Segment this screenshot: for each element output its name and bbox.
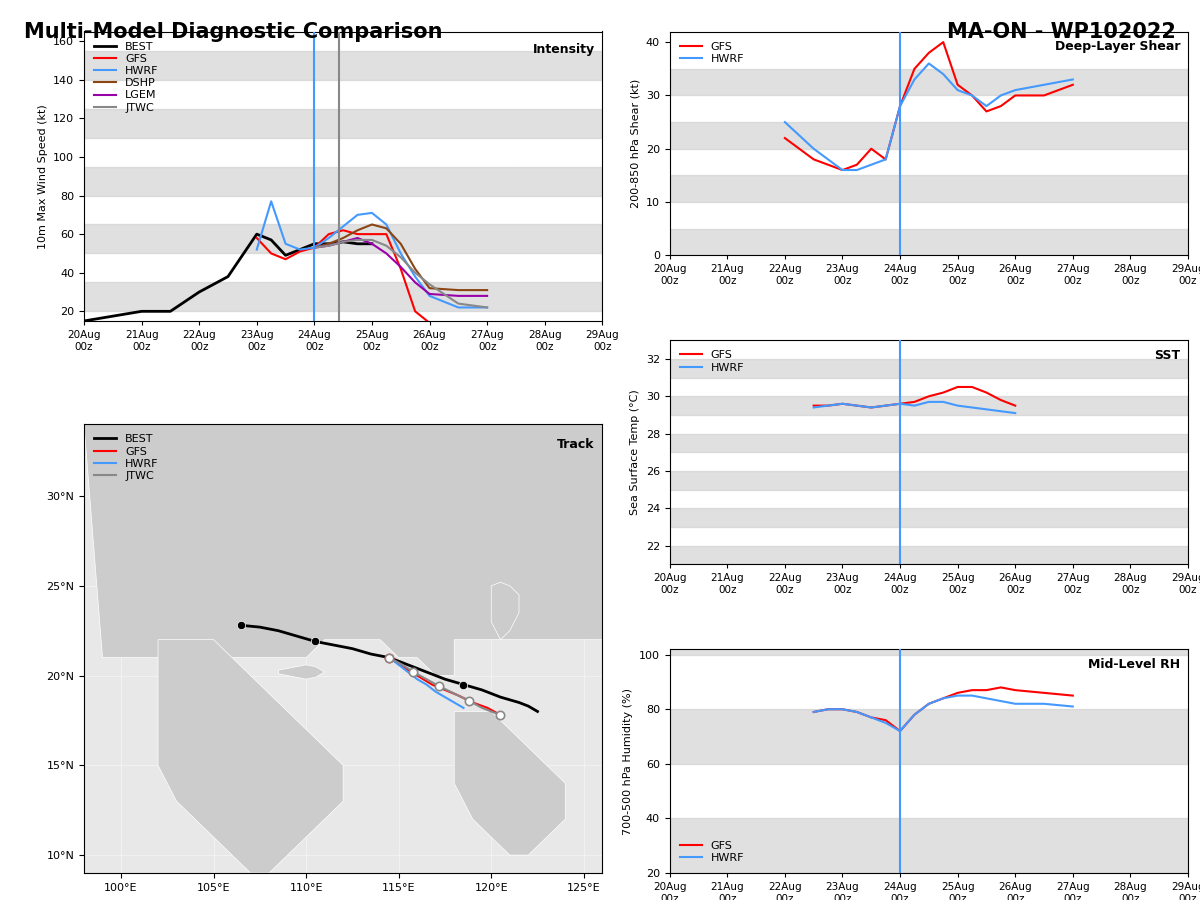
Y-axis label: 10m Max Wind Speed (kt): 10m Max Wind Speed (kt) [37, 104, 48, 248]
Bar [670, 600, 1188, 654]
Bar [670, 471, 1188, 490]
Text: CIRA: CIRA [19, 873, 52, 886]
Legend: GFS, HWRF: GFS, HWRF [676, 346, 749, 377]
Bar [670, 818, 1188, 873]
Bar [84, 166, 602, 195]
Bar [670, 68, 1188, 95]
Polygon shape [491, 582, 520, 640]
Text: Deep-Layer Shear: Deep-Layer Shear [1055, 40, 1181, 53]
Bar [84, 224, 602, 254]
Polygon shape [455, 712, 565, 855]
Text: Track: Track [557, 437, 594, 451]
Legend: GFS, HWRF: GFS, HWRF [676, 37, 749, 68]
Polygon shape [278, 665, 325, 680]
Bar [670, 545, 1188, 564]
Bar [670, 359, 1188, 378]
Bar [670, 122, 1188, 148]
Text: SST: SST [1154, 349, 1181, 363]
Bar [670, 229, 1188, 256]
Bar [84, 50, 602, 80]
Text: MA-ON - WP102022: MA-ON - WP102022 [947, 22, 1176, 42]
Text: Multi-Model Diagnostic Comparison: Multi-Model Diagnostic Comparison [24, 22, 443, 42]
Legend: GFS, HWRF: GFS, HWRF [676, 836, 749, 868]
Y-axis label: 200-850 hPa Shear (kt): 200-850 hPa Shear (kt) [630, 79, 641, 208]
Bar [670, 176, 1188, 202]
Bar [84, 109, 602, 138]
Bar [670, 434, 1188, 452]
Polygon shape [84, 424, 602, 676]
Legend: BEST, GFS, HWRF, DSHP, LGEM, JTWC: BEST, GFS, HWRF, DSHP, LGEM, JTWC [90, 37, 163, 117]
Bar [670, 396, 1188, 415]
Bar [670, 508, 1188, 526]
Polygon shape [158, 640, 343, 873]
Y-axis label: 700-500 hPa Humidity (%): 700-500 hPa Humidity (%) [624, 688, 634, 834]
Text: Mid-Level RH: Mid-Level RH [1088, 658, 1181, 671]
Legend: BEST, GFS, HWRF, JTWC: BEST, GFS, HWRF, JTWC [90, 430, 163, 485]
Bar [670, 709, 1188, 764]
Y-axis label: Sea Surface Temp (°C): Sea Surface Temp (°C) [630, 390, 640, 515]
Text: Intensity: Intensity [533, 43, 594, 56]
Bar [84, 283, 602, 311]
